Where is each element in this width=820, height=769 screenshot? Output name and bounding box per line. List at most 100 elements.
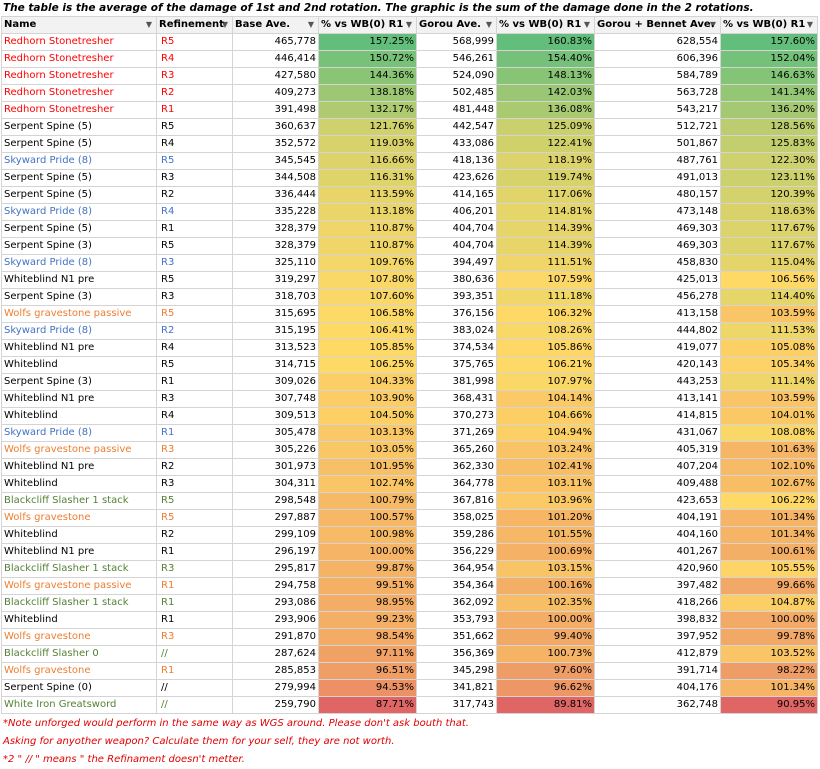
cell-pct-gorou[interactable]: 117.06% [496, 186, 595, 204]
cell-pct-base[interactable]: 105.85% [318, 339, 417, 357]
cell-pct-base[interactable]: 150.72% [318, 50, 417, 68]
cell-refinement[interactable]: R5 [156, 492, 233, 510]
cell-name[interactable]: Whiteblind N1 pre [1, 271, 157, 289]
cell-gorou-bennet-ave[interactable]: 487,761 [594, 152, 721, 170]
cell-gorou-ave[interactable]: 345,298 [416, 662, 497, 680]
cell-gorou-ave[interactable]: 433,086 [416, 135, 497, 153]
cell-gorou-bennet-ave[interactable]: 397,952 [594, 628, 721, 646]
cell-name[interactable]: Wolfs gravestone [1, 509, 157, 527]
cell-pct-base[interactable]: 99.51% [318, 577, 417, 595]
cell-gorou-ave[interactable]: 356,369 [416, 645, 497, 663]
cell-gorou-bennet-ave[interactable]: 419,077 [594, 339, 721, 357]
cell-gorou-bennet-ave[interactable]: 444,802 [594, 322, 721, 340]
cell-gorou-ave[interactable]: 351,662 [416, 628, 497, 646]
cell-base-ave[interactable]: 294,758 [232, 577, 319, 595]
cell-pct-gorou[interactable]: 99.40% [496, 628, 595, 646]
cell-refinement[interactable]: R1 [156, 577, 233, 595]
cell-gorou-ave[interactable]: 362,092 [416, 594, 497, 612]
cell-gorou-ave[interactable]: 481,448 [416, 101, 497, 119]
cell-gorou-ave[interactable]: 568,999 [416, 33, 497, 51]
cell-name[interactable]: Whiteblind N1 pre [1, 339, 157, 357]
cell-refinement[interactable]: R1 [156, 373, 233, 391]
cell-name[interactable]: Redhorn Stonetresher [1, 67, 157, 85]
cell-refinement[interactable]: R4 [156, 407, 233, 425]
cell-pct-gorou[interactable]: 96.62% [496, 679, 595, 697]
cell-pct-gorou-bennet[interactable]: 104.87% [720, 594, 818, 612]
cell-gorou-bennet-ave[interactable]: 404,176 [594, 679, 721, 697]
cell-gorou-ave[interactable]: 353,793 [416, 611, 497, 629]
cell-base-ave[interactable]: 299,109 [232, 526, 319, 544]
cell-pct-gorou-bennet[interactable]: 117.67% [720, 237, 818, 255]
cell-gorou-ave[interactable]: 370,273 [416, 407, 497, 425]
cell-gorou-ave[interactable]: 364,954 [416, 560, 497, 578]
header-gorou-ave[interactable]: ▼ Gorou Ave. [416, 16, 497, 34]
cell-name[interactable]: Blackcliff Slasher 1 stack [1, 594, 157, 612]
cell-base-ave[interactable]: 344,508 [232, 169, 319, 187]
cell-base-ave[interactable]: 309,513 [232, 407, 319, 425]
cell-pct-base[interactable]: 100.00% [318, 543, 417, 561]
cell-base-ave[interactable]: 259,790 [232, 696, 319, 714]
cell-pct-base[interactable]: 97.11% [318, 645, 417, 663]
cell-base-ave[interactable]: 328,379 [232, 237, 319, 255]
cell-base-ave[interactable]: 301,973 [232, 458, 319, 476]
cell-base-ave[interactable]: 291,870 [232, 628, 319, 646]
cell-base-ave[interactable]: 293,906 [232, 611, 319, 629]
cell-refinement[interactable]: R5 [156, 509, 233, 527]
cell-pct-gorou-bennet[interactable]: 146.63% [720, 67, 818, 85]
cell-pct-gorou-bennet[interactable]: 105.34% [720, 356, 818, 374]
header-base-ave[interactable]: ▼ Base Ave. [232, 16, 319, 34]
cell-pct-gorou[interactable]: 118.19% [496, 152, 595, 170]
cell-pct-base[interactable]: 103.90% [318, 390, 417, 408]
cell-base-ave[interactable]: 391,498 [232, 101, 319, 119]
cell-pct-gorou[interactable]: 148.13% [496, 67, 595, 85]
cell-pct-gorou-bennet[interactable]: 106.56% [720, 271, 818, 289]
cell-base-ave[interactable]: 309,026 [232, 373, 319, 391]
cell-pct-base[interactable]: 116.66% [318, 152, 417, 170]
cell-pct-gorou[interactable]: 103.96% [496, 492, 595, 510]
cell-gorou-bennet-ave[interactable]: 391,714 [594, 662, 721, 680]
cell-pct-base[interactable]: 106.25% [318, 356, 417, 374]
cell-pct-gorou-bennet[interactable]: 114.40% [720, 288, 818, 306]
cell-refinement[interactable]: R3 [156, 390, 233, 408]
cell-pct-gorou[interactable]: 89.81% [496, 696, 595, 714]
cell-gorou-bennet-ave[interactable]: 543,217 [594, 101, 721, 119]
filter-icon[interactable]: ▼ [221, 20, 228, 29]
cell-pct-gorou-bennet[interactable]: 99.78% [720, 628, 818, 646]
cell-name[interactable]: Serpent Spine (3) [1, 237, 157, 255]
cell-gorou-bennet-ave[interactable]: 606,396 [594, 50, 721, 68]
cell-gorou-bennet-ave[interactable]: 431,067 [594, 424, 721, 442]
cell-pct-base[interactable]: 113.59% [318, 186, 417, 204]
cell-base-ave[interactable]: 446,414 [232, 50, 319, 68]
cell-gorou-bennet-ave[interactable]: 491,013 [594, 169, 721, 187]
cell-pct-gorou-bennet[interactable]: 101.34% [720, 509, 818, 527]
cell-pct-base[interactable]: 110.87% [318, 237, 417, 255]
cell-name[interactable]: Whiteblind [1, 526, 157, 544]
cell-base-ave[interactable]: 325,110 [232, 254, 319, 272]
cell-gorou-ave[interactable]: 354,364 [416, 577, 497, 595]
cell-gorou-ave[interactable]: 404,704 [416, 237, 497, 255]
cell-pct-gorou-bennet[interactable]: 98.22% [720, 662, 818, 680]
cell-pct-gorou-bennet[interactable]: 99.66% [720, 577, 818, 595]
cell-name[interactable]: Whiteblind [1, 475, 157, 493]
cell-refinement[interactable]: R4 [156, 50, 233, 68]
cell-base-ave[interactable]: 307,748 [232, 390, 319, 408]
cell-gorou-ave[interactable]: 546,261 [416, 50, 497, 68]
cell-refinement[interactable]: R3 [156, 254, 233, 272]
cell-name[interactable]: Whiteblind N1 pre [1, 543, 157, 561]
cell-gorou-ave[interactable]: 381,998 [416, 373, 497, 391]
cell-gorou-bennet-ave[interactable]: 413,158 [594, 305, 721, 323]
cell-name[interactable]: Wolfs gravestone passive [1, 305, 157, 323]
cell-name[interactable]: Redhorn Stonetresher [1, 33, 157, 51]
cell-base-ave[interactable]: 296,197 [232, 543, 319, 561]
cell-gorou-ave[interactable]: 368,431 [416, 390, 497, 408]
cell-base-ave[interactable]: 315,195 [232, 322, 319, 340]
cell-pct-gorou-bennet[interactable]: 117.67% [720, 220, 818, 238]
cell-pct-gorou[interactable]: 100.16% [496, 577, 595, 595]
cell-gorou-ave[interactable]: 362,330 [416, 458, 497, 476]
cell-gorou-ave[interactable]: 374,534 [416, 339, 497, 357]
cell-pct-gorou-bennet[interactable]: 103.59% [720, 390, 818, 408]
cell-gorou-bennet-ave[interactable]: 563,728 [594, 84, 721, 102]
cell-base-ave[interactable]: 335,228 [232, 203, 319, 221]
cell-base-ave[interactable]: 319,297 [232, 271, 319, 289]
cell-refinement[interactable]: R5 [156, 33, 233, 51]
